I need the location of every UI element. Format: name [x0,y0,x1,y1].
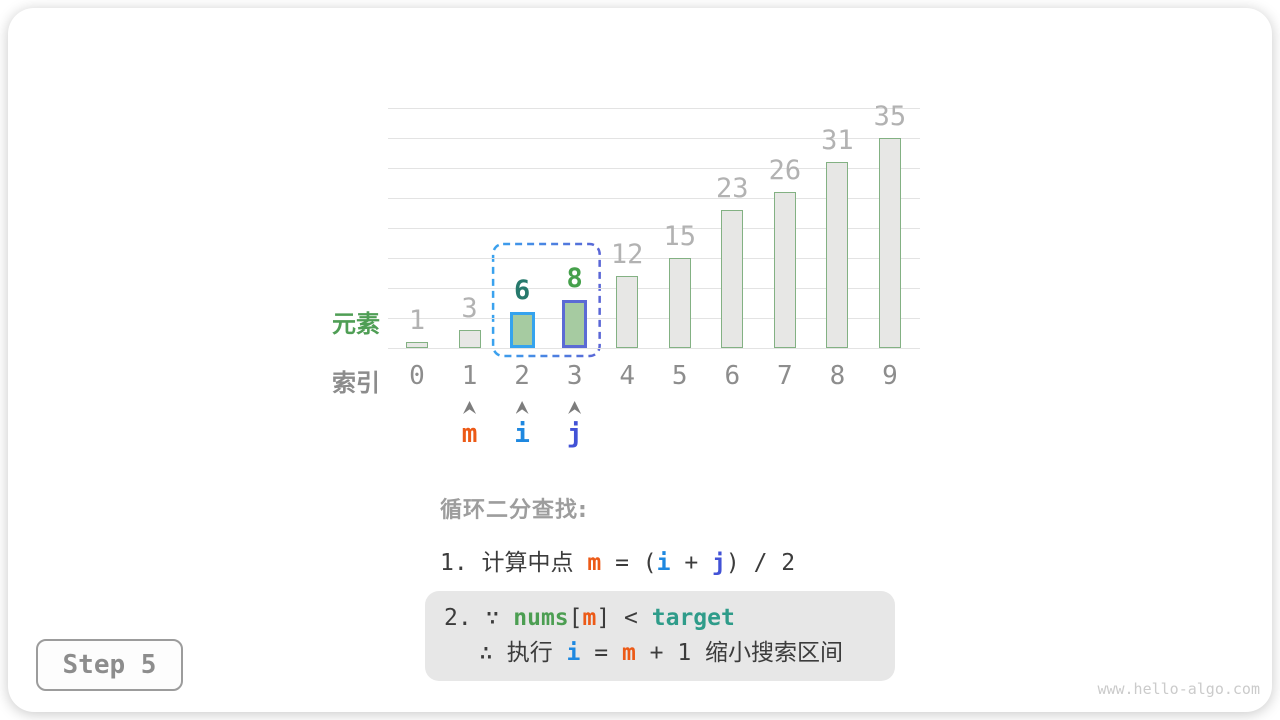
formula-segment: m [582,605,597,631]
bar-value-label: 1 [408,305,426,336]
formula-segment: ∴ 执行 [479,640,567,666]
formula-step2-line1: 2. ∵ nums[m] < target [444,601,895,636]
formula-segment: ] < [596,605,652,631]
gridline [388,138,920,139]
array-bar-0 [406,342,428,348]
bar-value-label: 23 [716,173,749,204]
array-bar-4 [616,276,639,348]
gridline [388,348,920,349]
gridline [388,318,920,319]
gridline [388,258,920,259]
gridline [388,168,920,169]
formula-segment: target [651,605,735,631]
bar-value-label: 8 [566,263,583,294]
formula-step2-line2: ∴ 执行 i = m + 1 缩小搜索区间 [444,636,895,671]
array-bar-3 [562,300,588,348]
pointer-label-i: i [514,419,530,449]
formula-segment: i [656,550,671,576]
pointer-label-m: m [461,419,478,449]
array-bar-9 [878,138,901,348]
formula-segment: 1. 计算中点 [440,550,588,576]
bar-value-label: 12 [610,239,644,270]
formula-segment: + [670,550,713,576]
index-label: 3 [566,361,583,391]
formula-segment: j [712,550,726,576]
formula-segment: = [580,640,622,666]
pointer-caret-j [568,401,582,414]
bar-value-label: 26 [768,155,802,186]
array-bar-5 [668,258,691,348]
bar-value-label: 3 [461,293,478,324]
formula-segment: [ [568,605,583,631]
array-bar-chart: 1 0 3 1 6 2 8 3 12 4 15 5 23 6 26 7 31 8 35 9 m i j [8,8,1272,712]
formula-segment: ) / 2 [725,550,796,576]
y-axis-label: 元素 [332,310,380,338]
formula-step1: 1. 计算中点 m = (i + j) / 2 [440,543,795,577]
array-bar-1 [458,330,481,348]
annotation-heading: 循环二分查找: [440,498,588,523]
gridline [388,198,920,199]
gridline [388,108,920,109]
index-label: 2 [514,361,530,391]
gridline [388,228,920,229]
pointer-caret-i [515,401,529,414]
formula-segment: nums [513,605,569,631]
bar-value-label: 15 [663,221,696,252]
bar-value-label: 6 [513,275,531,306]
figure-card: 1 0 3 1 6 2 8 3 12 4 15 5 23 6 26 7 31 8 35 9 m i j 元素 索引 循环二分… [8,8,1272,712]
bar-value-label: 31 [821,125,854,156]
index-label: 1 [461,361,478,391]
step-badge: Step 5 [36,639,183,691]
gridline [388,288,920,289]
index-label: 6 [724,361,741,391]
index-label: 7 [777,361,793,391]
array-bar-7 [773,192,796,348]
formula-segment: m [587,550,602,576]
formula-segment: + 1 缩小搜索区间 [635,640,844,666]
pointer-caret-m [463,401,477,414]
index-label: 5 [671,361,688,391]
index-label: 0 [409,361,425,391]
bar-value-label: 35 [873,101,907,132]
formula-segment: m [621,640,636,666]
array-bar-2 [509,312,535,348]
x-axis-label: 索引 [332,369,380,397]
array-bar-6 [721,210,744,348]
watermark: www.hello-algo.com [1097,680,1260,698]
formula-segment: 2. ∵ [444,605,514,631]
index-label: 8 [829,361,846,391]
index-label: 9 [882,361,898,391]
pointer-label-j: j [566,419,583,449]
formula-segment: i [566,640,581,666]
index-label: 4 [619,361,636,391]
array-bar-8 [826,162,849,348]
formula-segment: = ( [601,550,657,576]
highlight-box: 2. ∵ nums[m] < target ∴ 执行 i = m + 1 缩小搜… [425,591,895,681]
